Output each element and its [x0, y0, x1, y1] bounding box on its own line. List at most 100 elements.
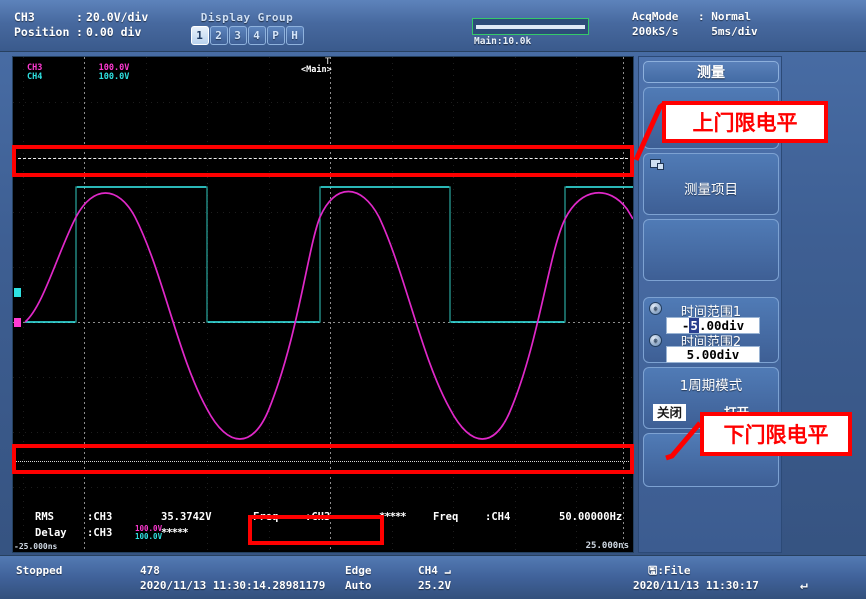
- measurement-rms-ch3[interactable]: RMS :CH3 35.3742V: [35, 511, 212, 523]
- save-disk-icon: 🖫: [648, 564, 658, 577]
- grid-center-axis-v: [330, 57, 331, 552]
- cycle-mode-option-off[interactable]: 关闭: [653, 404, 687, 421]
- main-timebase-marker: <Main>: [301, 65, 332, 75]
- header-bar: CH3:20.0V/div Position:0.00 div Display …: [0, 0, 866, 52]
- memory-bar-fill: [476, 25, 585, 29]
- measurement-delay-ch3[interactable]: Delay :CH3 *****: [35, 527, 189, 539]
- grid-line-h: [13, 487, 633, 488]
- time-range-2-value[interactable]: 5.00div: [666, 346, 760, 363]
- file-status[interactable]: 🖫:File: [648, 564, 691, 577]
- measurement-name: RMS: [35, 511, 54, 523]
- position-value: 0.00 div: [86, 24, 142, 39]
- menu-button-measure-items-label: 测量项目: [684, 182, 738, 198]
- grid-line-h: [13, 267, 633, 268]
- grid-line-v: [576, 57, 577, 552]
- memory-bar-gauge: [472, 18, 589, 35]
- waveform-display[interactable]: CH3 100.0V CH4 100.0V <Main> T: [12, 56, 634, 553]
- grid-line-v: [84, 57, 85, 552]
- time-range-1-label: 时间范围1: [680, 305, 742, 320]
- time-readout-left: -25.000ns: [14, 542, 58, 551]
- display-group-button-2[interactable]: 2: [209, 26, 228, 45]
- measurement-name: Delay: [35, 527, 67, 539]
- display-group-button-p[interactable]: P: [266, 26, 285, 45]
- menu-title-measure: 测量: [643, 61, 779, 83]
- menu-button-measure-items[interactable]: 测量项目: [643, 153, 779, 215]
- grid-line-v: [146, 57, 147, 552]
- annotation-label-lower-threshold: 下门限电平: [700, 412, 852, 456]
- grid-line-v: [392, 57, 393, 552]
- measurement-value: *****: [379, 511, 407, 523]
- grid-line-h: [13, 157, 633, 158]
- display-group-button-1[interactable]: 1: [190, 26, 209, 45]
- measurement-value: 50.00000Hz: [559, 511, 623, 523]
- measurement-value: 35.3742V: [161, 511, 212, 523]
- ch4-scale-label: CH4 100.0V: [27, 72, 130, 82]
- display-group-title: Display Group: [200, 11, 294, 24]
- channel-voltdiv-value: 20.0V/div: [86, 10, 149, 24]
- run-state-indicator[interactable]: Stopped: [16, 564, 63, 577]
- sample-rate-value: 200kS/s: [632, 24, 679, 38]
- display-group-buttons: 1 2 3 4 P H: [186, 26, 308, 45]
- annotation-label-upper-threshold: 上门限电平: [662, 101, 828, 143]
- overlay-ch3-scale: 100.0V: [135, 524, 163, 533]
- time-range-1-value[interactable]: -5.00div: [666, 317, 760, 334]
- ch4-position-marker[interactable]: [14, 288, 21, 297]
- trigger-type[interactable]: Edge: [345, 564, 372, 577]
- trigger-mode[interactable]: Auto: [345, 579, 372, 592]
- measurement-value: *****: [161, 527, 189, 539]
- acq-mode-key: AcqMode: [632, 10, 679, 23]
- memory-depth-label: Main:10.0k: [474, 36, 532, 47]
- time-per-div-value: 5ms/div: [711, 24, 758, 38]
- position-label: Position: [14, 24, 70, 39]
- acquisition-count: 478: [140, 564, 160, 577]
- menu-button-empty-slot[interactable]: [643, 219, 779, 281]
- display-group: Display Group 1 2 3 4 P H: [186, 11, 308, 45]
- trigger-source[interactable]: CH4 ⨼: [418, 564, 451, 577]
- grid-line-v: [515, 57, 516, 552]
- lower-threshold-line[interactable]: [13, 461, 633, 462]
- channel-label: CH3: [14, 10, 35, 24]
- submenu-icon: [650, 159, 664, 170]
- grid-line-h: [13, 102, 633, 103]
- annotation-rect-lower-threshold: [12, 444, 634, 474]
- trigger-level: 25.2V: [418, 579, 452, 592]
- grid-line-v: [623, 57, 624, 552]
- waveform-traces: [14, 186, 633, 440]
- knob-icon-secondary: ◍: [649, 334, 662, 347]
- cycle-mode-label: 1周期模式: [679, 378, 743, 394]
- measurement-readout-area: RMS :CH3 35.3742V Delay :CH3 ***** Freq :CH3 *…: [13, 510, 633, 552]
- measurement-source: :CH4: [485, 511, 511, 523]
- upper-threshold-line[interactable]: [13, 158, 633, 159]
- measurement-source: :CH3: [87, 511, 113, 523]
- grid-line-v: [453, 57, 454, 552]
- center-reference-line: [13, 322, 633, 323]
- measurement-source: :CH3: [87, 527, 113, 539]
- display-group-button-h[interactable]: H: [285, 26, 304, 45]
- time-readout-right: 25.000ns: [585, 541, 629, 551]
- ch4-noise-overlay: [25, 186, 633, 323]
- ch3-position-marker[interactable]: [14, 318, 21, 327]
- display-group-button-3[interactable]: 3: [228, 26, 247, 45]
- measurement-freq-ch4[interactable]: Freq :CH4 50.00000Hz: [433, 511, 622, 523]
- channel-settings-readout: CH3:20.0V/div Position:0.00 div: [14, 10, 149, 39]
- grid-line-v: [23, 57, 24, 552]
- ch3-scale-label: CH3 100.0V: [27, 63, 130, 73]
- annotation-rect-freq-ch3: [248, 515, 384, 545]
- acquisition-readout: AcqMode: Normal 200kS/s 5ms/div: [632, 10, 758, 38]
- ch4-square-trace: [25, 186, 633, 323]
- file-timestamp: 2020/11/13 11:30:17: [633, 579, 759, 592]
- ch3-sine-trace: [24, 190, 633, 440]
- overlay-ch4-scale: 100.0V: [135, 532, 163, 541]
- knob-icon-primary: ◍: [649, 302, 662, 315]
- measurement-name: Freq: [433, 511, 459, 523]
- grid-line-h: [13, 377, 633, 378]
- rising-edge-icon: ⨼: [444, 564, 451, 577]
- acq-mode-value: Normal: [711, 10, 751, 23]
- status-bar: Stopped 478 2020/11/13 11:30:14.28981179…: [0, 555, 866, 599]
- menu-button-time-ranges[interactable]: ◍ 时间范围1 -5.00div ◍ 时间范围2 5.00div: [643, 297, 779, 363]
- display-group-button-4[interactable]: 4: [247, 26, 266, 45]
- annotation-rect-upper-threshold: [12, 145, 634, 177]
- trigger-position-marker: T: [325, 57, 331, 67]
- grid-line-v: [269, 57, 270, 552]
